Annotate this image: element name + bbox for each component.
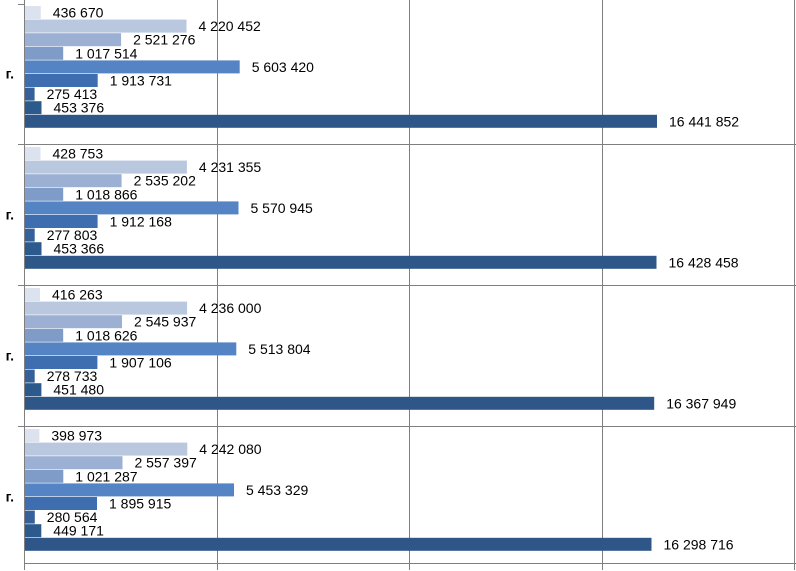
category-label: г. xyxy=(6,348,14,364)
bar xyxy=(24,328,64,342)
bar xyxy=(24,19,187,33)
bar xyxy=(24,537,652,551)
data-label: 280 564 xyxy=(47,509,98,525)
data-label: 5 453 329 xyxy=(246,482,308,498)
bar xyxy=(24,187,64,201)
data-label: 2 557 397 xyxy=(135,455,197,471)
data-label: 16 367 949 xyxy=(666,395,736,411)
data-label: 1 021 287 xyxy=(75,468,137,484)
data-label: 436 670 xyxy=(53,5,104,21)
bar xyxy=(24,114,657,128)
data-label: 2 545 937 xyxy=(134,314,196,330)
data-label: 398 973 xyxy=(51,428,102,444)
data-label: 451 480 xyxy=(53,382,104,398)
bar xyxy=(24,215,98,228)
category-label: г. xyxy=(6,489,14,505)
data-label: 4 242 080 xyxy=(199,441,261,457)
bar xyxy=(24,429,40,442)
bar xyxy=(24,201,239,215)
bar xyxy=(24,469,64,483)
data-label: 1 913 731 xyxy=(110,73,172,89)
bar xyxy=(24,147,41,160)
data-label: 5 513 804 xyxy=(248,341,310,357)
data-label: 1 895 915 xyxy=(109,496,171,512)
data-label: 5 570 945 xyxy=(251,200,313,216)
bar xyxy=(24,228,35,242)
data-label: 4 220 452 xyxy=(199,18,261,34)
bar xyxy=(24,301,188,315)
data-label: 277 803 xyxy=(47,227,98,243)
data-label: 453 376 xyxy=(54,100,105,116)
bar xyxy=(24,101,42,115)
bar xyxy=(24,6,41,19)
data-label: 16 441 852 xyxy=(669,113,739,129)
bar xyxy=(24,497,97,510)
bar xyxy=(24,242,42,256)
bar xyxy=(24,160,187,174)
data-label: 1 018 866 xyxy=(75,186,137,202)
bar xyxy=(24,288,40,301)
bar xyxy=(24,174,122,188)
data-label: 449 171 xyxy=(53,523,104,539)
data-label: 428 753 xyxy=(53,146,104,162)
data-label: 4 236 000 xyxy=(199,300,261,316)
bar xyxy=(24,396,655,410)
bar xyxy=(24,255,657,269)
data-label: 1 912 168 xyxy=(110,214,172,230)
category-label: г. xyxy=(6,66,14,82)
bar xyxy=(24,87,35,101)
bar xyxy=(24,356,98,369)
data-label: 278 733 xyxy=(47,368,98,384)
bar xyxy=(24,33,122,47)
bar xyxy=(24,442,188,456)
bar xyxy=(24,456,123,470)
data-label: 1 907 106 xyxy=(109,355,171,371)
data-label: 2 521 276 xyxy=(133,32,195,48)
data-label: 275 413 xyxy=(47,86,98,102)
data-label: 416 263 xyxy=(52,287,103,303)
bar xyxy=(24,483,234,497)
bar xyxy=(24,524,42,538)
bar xyxy=(24,342,237,356)
bar xyxy=(24,46,64,60)
category-label: г. xyxy=(6,207,14,223)
data-label: 4 231 355 xyxy=(199,159,261,175)
bar xyxy=(24,60,240,74)
data-label: 1 017 514 xyxy=(75,45,137,61)
bar xyxy=(24,74,98,87)
bar xyxy=(24,369,35,383)
bar xyxy=(24,315,122,329)
bar xyxy=(24,510,35,524)
data-label: 16 428 458 xyxy=(669,254,739,270)
data-label: 16 298 716 xyxy=(664,536,734,552)
data-label: 453 366 xyxy=(54,241,105,257)
bar xyxy=(24,383,42,397)
data-label: 2 535 202 xyxy=(134,173,196,189)
data-label: 5 603 420 xyxy=(252,59,314,75)
data-label: 1 018 626 xyxy=(75,327,137,343)
